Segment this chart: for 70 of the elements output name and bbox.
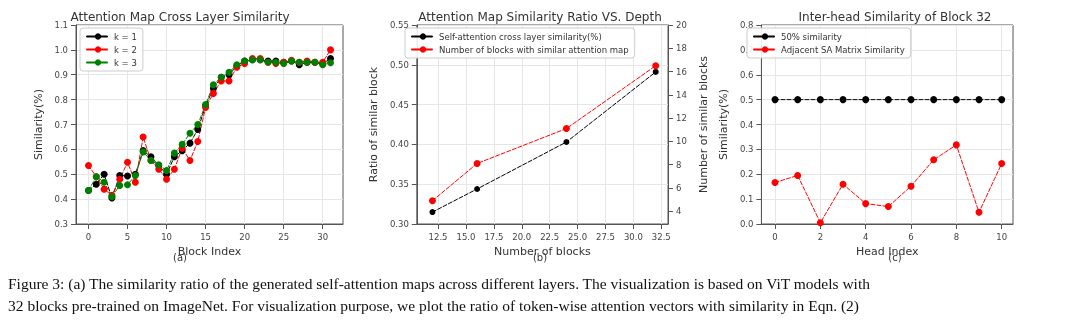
x-tick-label: 10	[996, 231, 1008, 242]
y2-tick-label: 20	[676, 20, 687, 30]
x-tick-label: 30	[317, 231, 329, 242]
x-tick-label: 6	[908, 231, 914, 242]
y2-tick-label: 18	[676, 43, 687, 54]
text: 32 blocks pre-trained on ImageNet. For visualization purpose, we plot the ratio of token-wise attention vectors with similarity in Eqn. (2)	[8, 296, 860, 316]
x-tick-label: 4	[862, 231, 869, 242]
y-tick-label: 0.45	[389, 99, 409, 110]
y2-axis-title: Number of similar blocks	[696, 55, 710, 194]
y2-tick-label: 12	[676, 113, 687, 124]
y-axis-title: Similarity(%)	[31, 88, 45, 161]
legend-label: k = 1	[114, 31, 137, 42]
y-tick-label: 0.5	[54, 169, 68, 180]
x-tick-label: 15	[200, 231, 212, 242]
y-tick-label: 0.8	[739, 20, 754, 30]
x-tick-label: 25.0	[568, 231, 588, 242]
caption: Figure 3: (a) The similarity ratio of the generated self-attention maps across different layers. The visualization is based on ViT models with	[8, 274, 871, 294]
y-tick-label: 0.1	[739, 194, 754, 205]
y-tick-label: 0.0	[739, 219, 754, 229]
y-tick-label: 0.4	[54, 194, 68, 205]
y-tick-label: 0.4	[739, 119, 754, 130]
x-tick-label: 30.0	[623, 231, 643, 242]
x-tick-label: 5	[124, 231, 131, 242]
legend-label: k = 2	[114, 44, 137, 55]
y2-tick-label: 4	[676, 206, 682, 217]
legend-label: Adjacent SA Matrix Similarity	[781, 44, 905, 55]
x-tick-label: 0	[772, 231, 778, 242]
x-tick-label: 12.5	[428, 231, 448, 242]
x-tick-label: 2	[817, 231, 824, 242]
x-tick-label: 20	[239, 231, 251, 242]
chart-title: Inter-head Similarity of Block 32	[798, 10, 992, 24]
x-tick-label: 27.5	[596, 231, 615, 242]
y-tick-label: 1.0	[54, 44, 68, 55]
x-tick-label: 8	[953, 231, 960, 242]
legend-label: Self-attention cross layer similarity(%)	[439, 31, 602, 42]
y-tick-label: 0.8	[54, 94, 68, 105]
x-tick-label: 10	[161, 231, 172, 242]
x-tick-label: 32.5	[651, 231, 671, 242]
chart-title: Attention Map Cross Layer Similarity	[70, 10, 290, 24]
y-tick-label: 0.5	[739, 94, 754, 105]
chart-title: Attention Map Similarity Ratio VS. Depth	[418, 10, 662, 24]
y-tick-label: 0.2	[739, 169, 754, 180]
x-tick-label: 0	[85, 231, 92, 242]
legend-label: Number of blocks with similar attention map	[439, 44, 629, 55]
x-tick-label: 25	[278, 231, 290, 242]
y-tick-label: 1.1	[54, 20, 68, 30]
y2-tick-label: 10	[676, 136, 687, 147]
y-tick-label: 0.30	[389, 219, 409, 229]
y-tick-label: 0.9	[54, 69, 68, 80]
y-tick-label: 0.7	[54, 119, 68, 130]
legend-label: k = 3	[114, 57, 137, 68]
y-tick-label: 0.50	[389, 59, 409, 70]
y-tick-label: 0.3	[739, 144, 754, 155]
y-tick-label: 0.3	[54, 219, 68, 229]
y2-tick-label: 8	[676, 159, 682, 170]
x-tick-label: 17.5	[484, 231, 504, 242]
y-axis-title: Ratio of similar block	[367, 66, 380, 183]
x-tick-label: 22.5	[540, 231, 560, 242]
y-tick-label: 0.35	[389, 179, 409, 190]
x-tick-label: 20.0	[512, 231, 532, 242]
y2-tick-label: 14	[676, 89, 687, 100]
y-tick-label: 0.6	[54, 144, 68, 155]
y-axis-title: Similarity(%)	[717, 88, 730, 161]
y-tick-label: 0.6	[739, 69, 754, 80]
y2-tick-label: 16	[676, 66, 687, 77]
x-tick-label: 15.0	[456, 231, 476, 242]
y2-tick-label: 6	[676, 182, 682, 193]
legend-label: 50% similarity	[781, 31, 842, 42]
y-tick-label: 0.40	[389, 139, 409, 150]
y-tick-label: 0.55	[389, 20, 409, 30]
